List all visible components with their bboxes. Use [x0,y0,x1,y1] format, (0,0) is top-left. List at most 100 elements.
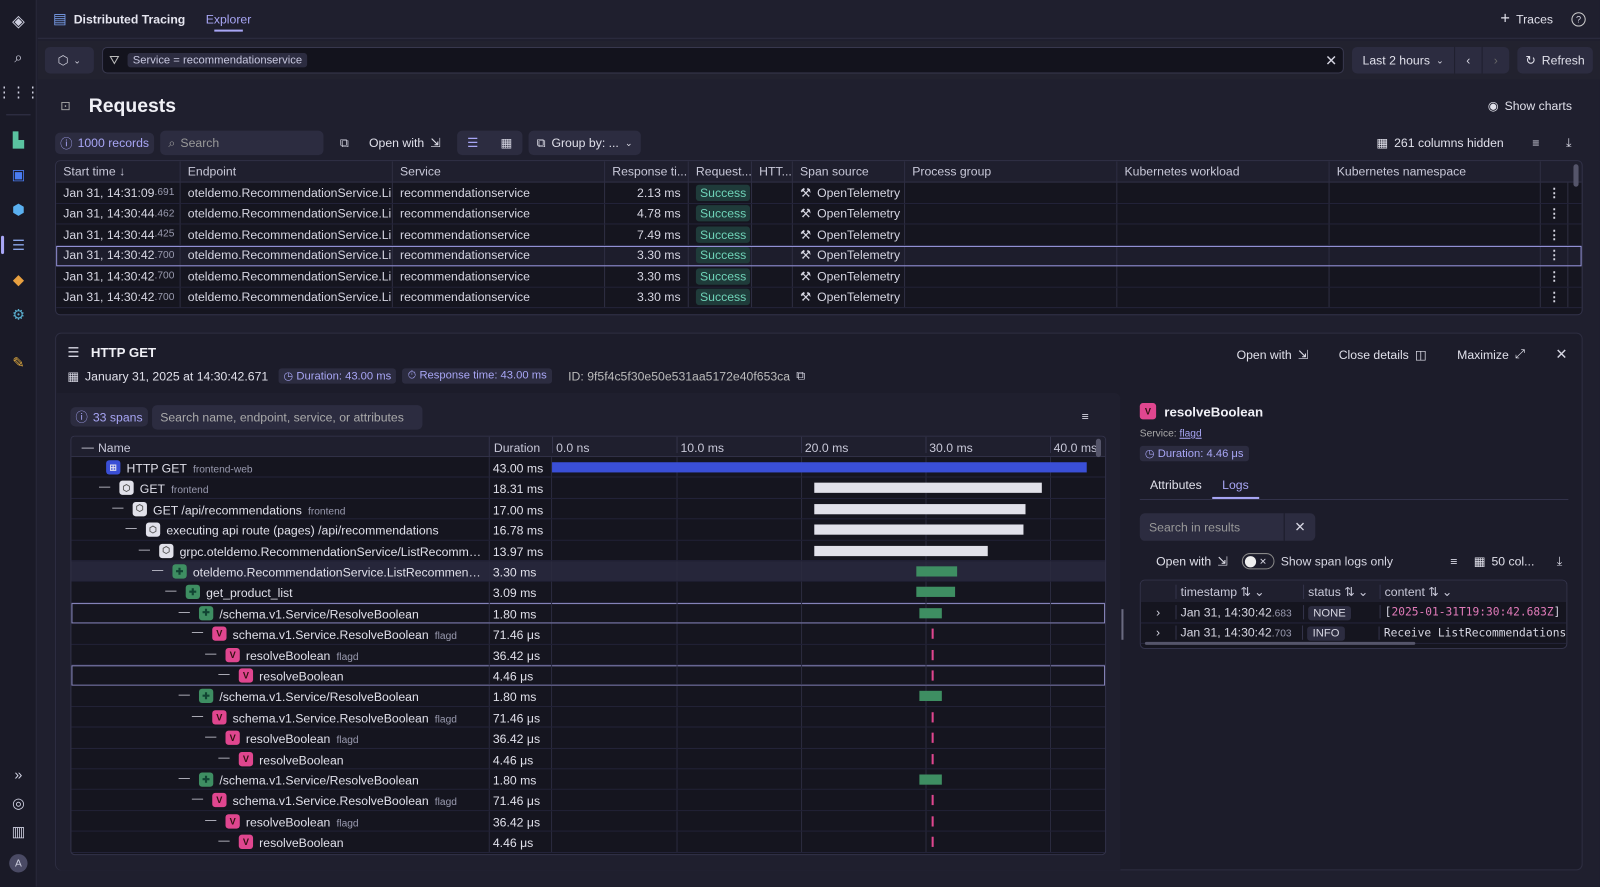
tab-explorer[interactable]: Explorer [206,0,251,38]
span-bar[interactable] [916,587,955,598]
span-bar[interactable] [931,712,934,723]
span-bar[interactable] [814,483,1043,494]
span-row[interactable]: ⊞ HTTP GET frontend-web 43.00 ms [71,457,1106,478]
span-row[interactable]: — ⬡ executing api route (pages) /api/recom… [71,519,1106,541]
collapse-toggle-icon[interactable]: — [178,605,190,619]
row-menu-icon[interactable]: ⋮ [1541,266,1569,287]
collapse-toggle-icon[interactable]: — [178,772,190,785]
span-bar[interactable] [931,753,934,764]
help-icon[interactable]: ? [1571,11,1586,27]
table-row[interactable]: Jan 31, 14:31:09.691 oteldemo.Recommenda… [56,182,1582,204]
collapse-toggle-icon[interactable]: — [138,543,150,556]
row-menu-icon[interactable]: ⋮ [1541,182,1569,203]
log-row[interactable]: › Jan 31, 14:30:42.703 INFO Receive List… [1140,623,1567,644]
collapse-toggle-icon[interactable]: — [191,709,204,723]
next-timeframe-button[interactable]: › [1481,46,1510,74]
logs-search-input[interactable]: Search in results [1139,513,1284,541]
collapse-toggle-icon[interactable]: — [152,564,164,577]
download-icon[interactable]: ⤓ [1556,553,1563,568]
span-bar[interactable] [931,649,934,660]
collapse-toggle-icon[interactable]: — [125,522,137,535]
row-menu-icon[interactable]: ⋮ [1541,224,1569,245]
smartscape-icon[interactable]: ⚙ [11,305,25,322]
span-bar[interactable] [918,607,942,619]
timeframe-dropdown[interactable]: Last 2 hours ⌄ [1362,53,1444,68]
copy-icon[interactable]: ⧉ [796,368,805,383]
column-header[interactable]: HTT... [752,161,793,182]
collapse-toggle-icon[interactable]: — [98,481,111,494]
expand-row-icon[interactable]: › [1156,625,1161,641]
column-header[interactable]: Response ti... [605,161,689,182]
previous-timeframe-button[interactable]: ‹ [1453,46,1482,74]
status-column-header[interactable]: status ⇅ ⌄ [1303,584,1380,599]
apps-grid-icon[interactable]: ⋮⋮⋮ [0,83,40,100]
column-header[interactable]: Service [393,161,606,182]
span-row[interactable]: — ✚ get_product_list 3.09 ms [71,582,1106,603]
help-icon[interactable]: ◎ [12,794,25,811]
table-row[interactable]: Jan 31, 14:30:42.700 oteldemo.Recommenda… [56,245,1582,267]
collapse-toggle-icon[interactable]: — [218,668,230,681]
table-row[interactable]: Jan 31, 14:30:42.700 oteldemo.Recommenda… [56,266,1582,288]
tab-attributes[interactable]: Attributes [1149,477,1202,492]
table-row[interactable]: Jan 31, 14:30:44.425 oteldemo.Recommenda… [56,224,1582,246]
dashboards-icon[interactable]: ▙ [12,131,24,148]
row-menu-icon[interactable]: ⋮ [1541,245,1569,266]
table-view-icon[interactable]: ▦ [500,135,513,150]
row-menu-icon[interactable]: ⋮ [1541,287,1569,308]
search-icon[interactable]: ⌕ [14,48,23,65]
data-source-selector[interactable]: ⬡ ⌄ [44,46,94,74]
collapse-toggle-icon[interactable]: — [218,751,230,764]
waterfall-scrollbar[interactable] [1095,438,1102,458]
span-row[interactable]: — ✚ oteldemo.RecommendationService.ListRec… [71,561,1106,583]
user-avatar-icon[interactable]: A [9,854,28,873]
span-bar[interactable] [814,503,1026,515]
span-bar[interactable] [931,836,934,848]
column-header[interactable]: Span source [793,161,906,182]
kubernetes-icon[interactable]: ⬢ [12,200,25,217]
collapse-toggle-icon[interactable]: — [191,626,204,639]
filter-input[interactable]: ⛛ Service = recommendationservice ✕ [102,46,1345,74]
line-wrap-icon[interactable]: ≡ [1081,409,1089,424]
download-icon[interactable]: ⤓ [1565,135,1572,150]
notebooks-icon[interactable]: ✎ [12,353,25,370]
column-header[interactable]: Endpoint [181,161,393,182]
line-wrap-icon[interactable]: ≡ [1450,554,1458,569]
content-column-header[interactable]: content ⇅ ⌄ [1379,584,1452,599]
expand-icon[interactable]: » [14,766,23,783]
span-logs-toggle[interactable]: ✕ [1241,553,1275,570]
column-header[interactable]: Start time ↓ [56,161,181,182]
usage-icon[interactable]: ▥ [11,822,26,840]
column-header[interactable]: Kubernetes namespace [1330,161,1541,182]
table-scrollbar[interactable] [1573,164,1579,187]
distributed-tracing-icon[interactable]: ☰ [11,236,25,253]
close-details-button[interactable]: Close details ◫ [1338,347,1427,362]
collapse-toggle-icon[interactable]: — [112,501,124,515]
add-traces-button[interactable]: + Traces [1500,9,1554,28]
span-bar[interactable] [918,774,942,785]
span-row[interactable]: — ✚ /schema.v1.Service/ResolveBoolean 1.80 … [71,686,1106,707]
app-icon[interactable]: ▣ [11,165,26,183]
filter-token[interactable]: Service = recommendationservice [127,53,308,68]
service-link[interactable]: flagd [1179,428,1202,440]
collapse-toggle-icon[interactable]: — [205,730,217,744]
span-row[interactable]: — ⬡ GET frontend 18.31 ms [71,477,1106,499]
columns-hidden-button[interactable]: ▦ 261 columns hidden [1376,135,1504,150]
span-bar[interactable] [931,795,934,806]
collapse-toggle-icon[interactable]: — [205,814,217,827]
collapse-toggle-icon[interactable]: — [191,793,204,806]
expand-row-icon[interactable]: › [1156,604,1161,620]
column-header[interactable]: Request... [689,161,753,182]
search-input[interactable]: ⌕ Search [160,130,324,156]
span-bar[interactable] [931,670,934,681]
log-row[interactable]: › Jan 31, 14:30:42.683 NONE [2025-01-31T… [1140,602,1567,623]
collapse-toggle-icon[interactable]: — [165,585,177,598]
collapse-toggle-icon[interactable]: — [178,689,190,702]
span-bar[interactable] [916,566,958,577]
